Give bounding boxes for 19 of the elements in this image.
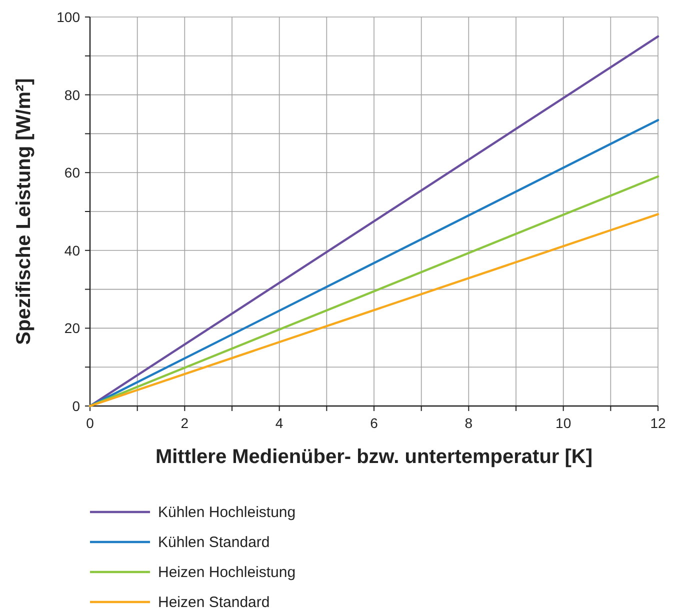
y-tick-label: 0 <box>72 398 80 414</box>
y-tick-label: 80 <box>64 86 80 103</box>
x-tick-label: 10 <box>556 415 572 431</box>
x-tick-label: 4 <box>275 415 284 431</box>
legend-label: Heizen Hochleistung <box>158 564 296 581</box>
x-axis-title: Mittlere Medienüber- bzw. untertemperatur [K] <box>155 446 593 468</box>
y-tick-label: 40 <box>64 242 80 258</box>
y-axis-title: Spezifische Leistung [W/m²] <box>13 78 35 345</box>
legend-label: Kühlen Standard <box>158 534 270 551</box>
x-tick-label: 12 <box>650 415 666 431</box>
legend-label: Heizen Standard <box>158 594 270 609</box>
x-tick-label: 0 <box>86 415 94 431</box>
x-tick-label: 2 <box>180 415 189 431</box>
y-tick-label: 100 <box>56 9 80 25</box>
y-tick-label: 20 <box>64 320 80 336</box>
x-tick-label: 6 <box>370 415 378 431</box>
y-tick-label: 60 <box>64 164 80 181</box>
x-tick-label: 8 <box>464 415 473 431</box>
legend-label: Kühlen Hochleistung <box>158 504 296 521</box>
